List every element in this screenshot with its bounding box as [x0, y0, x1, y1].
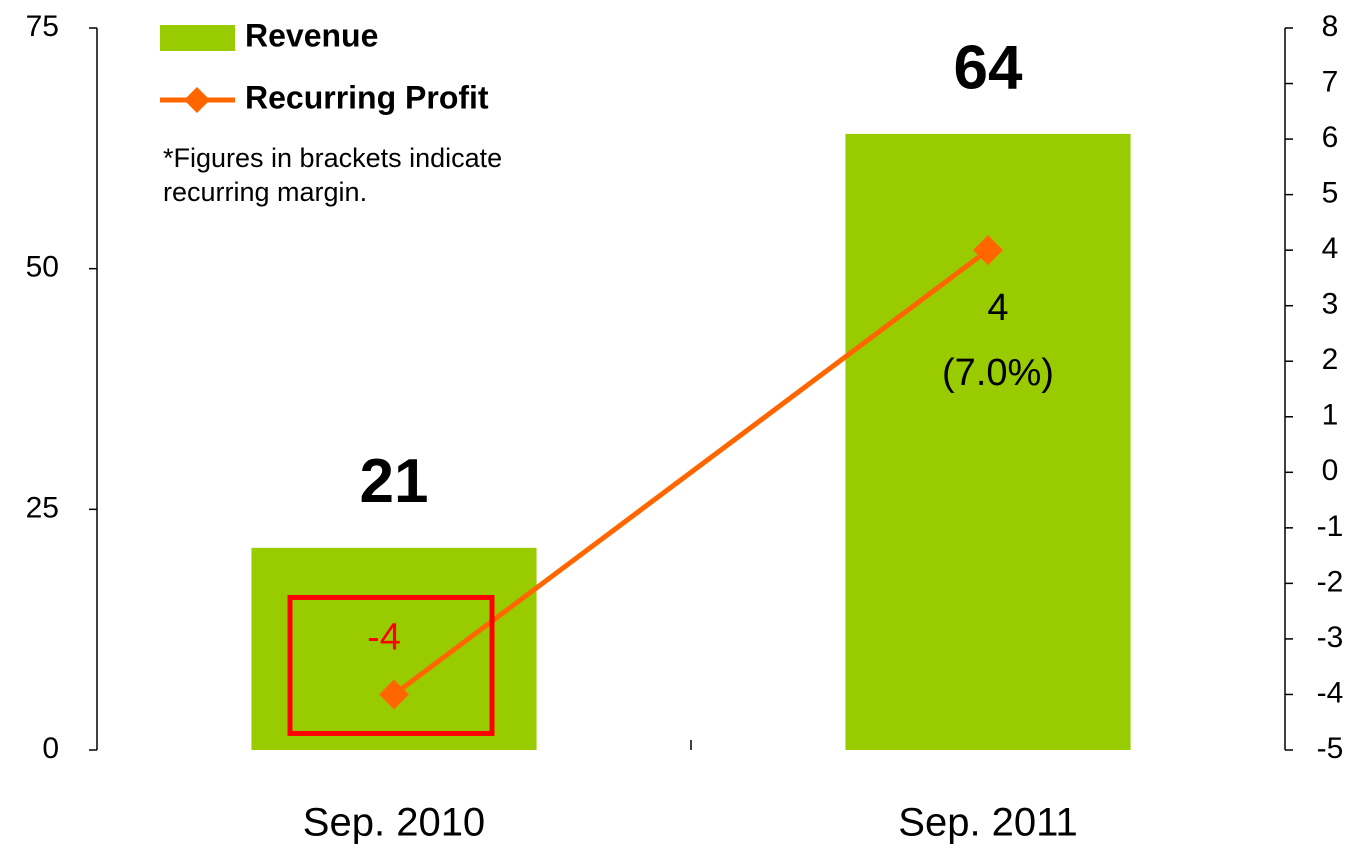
margin-label: (7.0%) — [942, 352, 1054, 394]
y-tick-label: 25 — [26, 491, 59, 524]
y2-tick-label: 6 — [1322, 121, 1339, 154]
y2-tick-label: -2 — [1317, 565, 1344, 598]
point-label: 4 — [987, 287, 1008, 329]
bar-label: 21 — [360, 447, 429, 516]
bar — [251, 547, 537, 750]
legend-swatch — [160, 25, 235, 51]
y2-tick-label: -5 — [1317, 732, 1344, 765]
y-tick-label: 0 — [42, 732, 59, 765]
y2-tick-label: 3 — [1322, 288, 1339, 321]
x-tick-label: Sep. 2010 — [303, 801, 485, 845]
y2-tick-label: 7 — [1322, 65, 1339, 98]
y2-tick-label: 8 — [1322, 10, 1339, 43]
y2-tick-label: 4 — [1322, 232, 1339, 265]
y2-tick-label: -4 — [1317, 676, 1344, 709]
y-tick-label: 75 — [26, 10, 59, 43]
marker — [973, 235, 1003, 266]
y2-tick-label: 0 — [1322, 454, 1339, 487]
y-tick-label: 50 — [26, 251, 59, 284]
y2-tick-label: 1 — [1322, 399, 1339, 432]
legend-label: Recurring Profit — [245, 79, 489, 115]
note: recurring margin. — [163, 177, 367, 207]
legend-label: Revenue — [245, 17, 378, 53]
y2-tick-label: 5 — [1322, 177, 1339, 210]
highlight-box — [287, 594, 495, 736]
bar — [845, 133, 1131, 751]
x-tick-label: Sep. 2011 — [898, 801, 1077, 845]
legend-marker — [184, 87, 210, 113]
y2-tick-label: 2 — [1322, 343, 1339, 376]
y2-tick-label: -1 — [1317, 510, 1344, 543]
bar-label: 64 — [954, 33, 1023, 102]
note: *Figures in brackets indicate — [163, 143, 502, 173]
marker — [379, 679, 409, 710]
point-label: -4 — [367, 616, 401, 658]
y2-tick-label: -3 — [1317, 621, 1344, 654]
